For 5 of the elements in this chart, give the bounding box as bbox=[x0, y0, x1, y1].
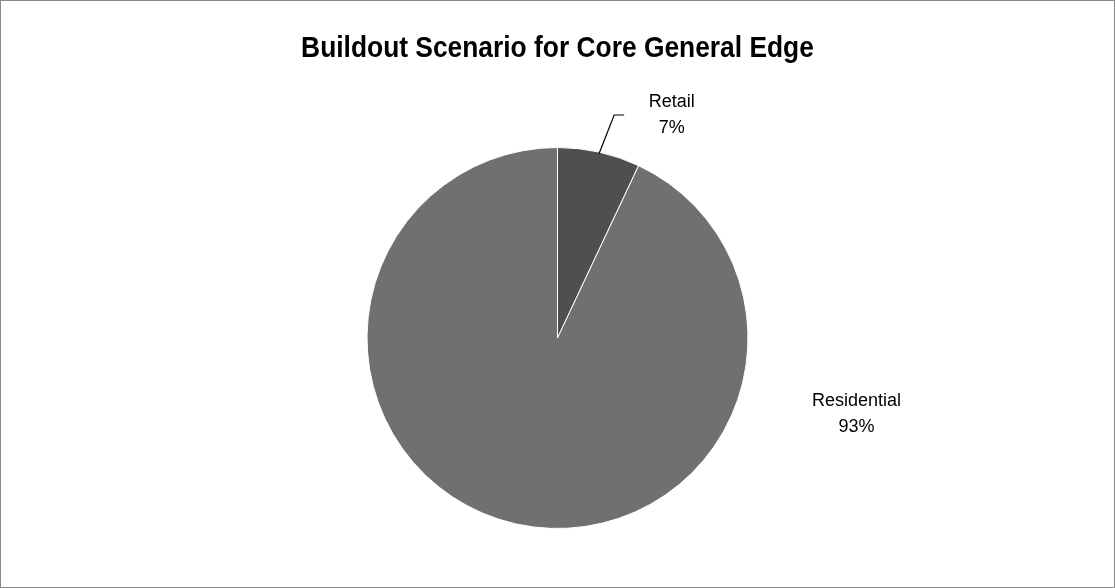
slice-label: Residential bbox=[812, 390, 902, 411]
data-label: 7% bbox=[658, 117, 685, 138]
slice-label: Retail bbox=[648, 91, 695, 112]
data-label: 93% bbox=[838, 416, 875, 437]
chart-title: Buildout Scenario for Core General Edge bbox=[301, 29, 814, 64]
